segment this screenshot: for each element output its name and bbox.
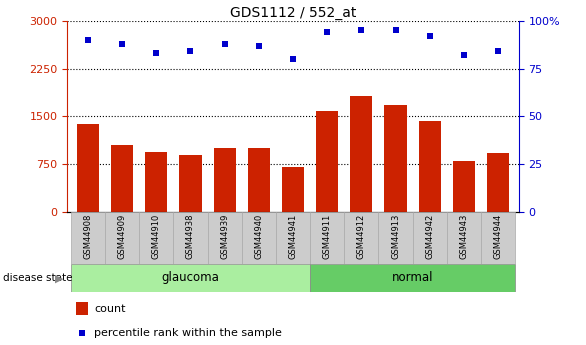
Point xyxy=(117,41,127,47)
Text: GSM44944: GSM44944 xyxy=(493,214,503,259)
Bar xyxy=(453,161,475,212)
Point xyxy=(186,49,195,54)
Point xyxy=(357,28,366,33)
Text: glaucoma: glaucoma xyxy=(162,271,219,284)
Bar xyxy=(276,212,310,264)
Point xyxy=(220,41,229,47)
Bar xyxy=(282,168,304,212)
Bar xyxy=(179,155,202,212)
Point xyxy=(152,50,161,56)
Text: GSM44908: GSM44908 xyxy=(83,214,93,259)
Point xyxy=(493,49,503,54)
Point xyxy=(77,330,87,336)
Text: GSM44938: GSM44938 xyxy=(186,214,195,259)
Bar xyxy=(413,212,447,264)
Bar xyxy=(76,303,88,315)
Title: GDS1112 / 552_at: GDS1112 / 552_at xyxy=(230,6,356,20)
Bar xyxy=(145,151,168,212)
Bar xyxy=(242,212,276,264)
Text: GSM44942: GSM44942 xyxy=(425,214,434,259)
Bar xyxy=(105,212,139,264)
Bar xyxy=(213,148,236,212)
Bar xyxy=(310,264,515,292)
Bar xyxy=(447,212,481,264)
Text: GSM44911: GSM44911 xyxy=(323,214,332,259)
Bar xyxy=(345,212,379,264)
Bar xyxy=(77,124,99,212)
Text: disease state: disease state xyxy=(3,274,73,283)
Bar xyxy=(487,153,509,212)
Text: GSM44912: GSM44912 xyxy=(357,214,366,259)
Bar xyxy=(139,212,173,264)
Text: GSM44909: GSM44909 xyxy=(118,214,127,259)
Point xyxy=(391,28,400,33)
Bar xyxy=(71,212,105,264)
Point xyxy=(322,29,332,35)
Bar xyxy=(350,96,373,212)
Text: count: count xyxy=(94,304,126,314)
Bar xyxy=(173,212,207,264)
Bar xyxy=(207,212,242,264)
Point xyxy=(459,52,469,58)
Text: GSM44910: GSM44910 xyxy=(152,214,161,259)
Bar xyxy=(111,145,133,212)
Bar xyxy=(418,121,441,212)
Text: normal: normal xyxy=(392,271,434,284)
Point xyxy=(425,33,434,39)
Bar xyxy=(384,105,407,212)
Point xyxy=(83,37,93,43)
Text: GSM44939: GSM44939 xyxy=(220,214,229,259)
Text: GSM44913: GSM44913 xyxy=(391,214,400,259)
Text: GSM44941: GSM44941 xyxy=(288,214,298,259)
Bar xyxy=(481,212,515,264)
Bar xyxy=(316,111,338,212)
Text: percentile rank within the sample: percentile rank within the sample xyxy=(94,328,282,338)
Text: GSM44940: GSM44940 xyxy=(254,214,263,259)
Bar xyxy=(71,264,310,292)
Point xyxy=(254,43,264,48)
Bar xyxy=(248,148,270,212)
Bar xyxy=(310,212,345,264)
Bar xyxy=(379,212,413,264)
Point xyxy=(288,56,298,62)
Text: ▶: ▶ xyxy=(54,274,63,283)
Text: GSM44943: GSM44943 xyxy=(459,214,468,259)
